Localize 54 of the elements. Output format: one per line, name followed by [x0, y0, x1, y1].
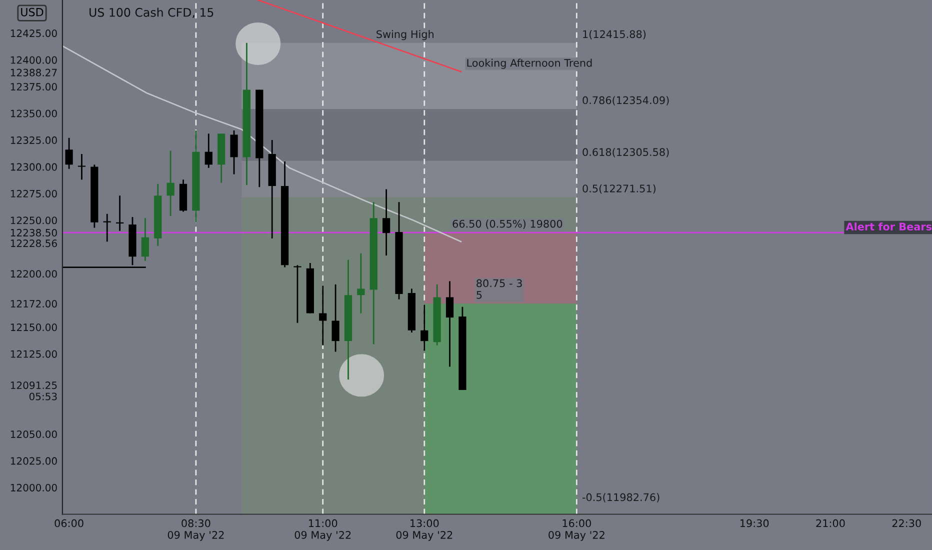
candlestick [332, 284, 340, 352]
y-tick-label: 12228.56 [10, 240, 57, 248]
x-tick-label: 16:00 09 May '22 [548, 519, 604, 541]
y-tick-label: 12091.25 05:53 [10, 382, 57, 400]
annotation: Swing High [376, 30, 434, 40]
annotation: -0.5(11982.76) [582, 493, 660, 502]
y-tick-label: 12000.00 [10, 484, 57, 492]
x-tick-label: 21:00 [816, 519, 845, 528]
candlestick [357, 252, 365, 314]
candlestick [446, 280, 454, 368]
x-tick-label: 13:00 09 May '22 [396, 519, 452, 541]
candlestick [319, 284, 327, 346]
x-tick-label: 11:00 09 May '22 [294, 519, 351, 541]
annotation: 66.50 (0.55%) 19800 [452, 220, 562, 229]
x-tick-label: 22:30 [892, 519, 921, 528]
text: US 100 Cash CFD, 15 [90, 8, 214, 18]
candlestick [420, 304, 428, 352]
y-tick-label: 12250.00 [10, 216, 57, 224]
y-tick-label: 12325.00 [10, 136, 57, 144]
candlestick [166, 150, 174, 217]
y-tick-label: 12350.00 [10, 110, 57, 118]
candlestick [78, 153, 86, 180]
y-tick-label: 12388.27 [10, 68, 57, 76]
y-tick-label: 12025.00 [10, 457, 57, 465]
y-tick-label: 12425.00 [10, 30, 57, 38]
y-tick-label: 12375.00 [10, 82, 57, 91]
candlestick [116, 194, 124, 232]
y-tick-label: 12200.00 [10, 270, 57, 278]
annotation: 0.5(12271.51) [582, 184, 656, 194]
y-tick-label: 12172.00 [10, 300, 57, 308]
annotation: Looking Afternoon Trend [467, 58, 592, 69]
annotation: 0.618(12305.58) [582, 148, 669, 158]
candlestick [65, 137, 73, 170]
y-tick-label: 12050.00 [10, 430, 57, 438]
annotation: 80.75 - 3 5 [476, 279, 522, 299]
ref-line-label: Alert for Bears [846, 222, 932, 231]
y-tick-label: 12150.00 [10, 324, 57, 332]
y-tick-label: 12238.50 [10, 228, 57, 236]
candlestick [141, 217, 149, 262]
candlestick [382, 188, 390, 256]
candlestick [204, 132, 212, 169]
y-tick-label: 12125.00 [10, 350, 57, 358]
y-axis-title: USD [21, 8, 44, 16]
x-tick-label: 06:00 [54, 519, 84, 528]
candlestick [103, 213, 111, 242]
annotation: 1(12415.88) [583, 30, 646, 40]
y-tick-label: 12275.00 [10, 190, 57, 198]
candlestick [294, 264, 302, 324]
x-tick-label: 08:30 09 May '22 [168, 519, 224, 541]
x-tick-label: 19:30 [740, 519, 769, 528]
candlestick [230, 130, 238, 175]
y-tick-label: 12400.00 [10, 56, 57, 64]
y-tick-label: 12300.00 [10, 163, 57, 171]
annotation: 0.786(12354.09) [582, 96, 669, 106]
